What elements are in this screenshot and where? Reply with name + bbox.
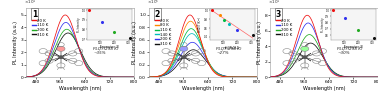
X-axis label: Wavelength (nm): Wavelength (nm) <box>59 86 102 91</box>
Legend: 20 K, 110 K, 200 K, 310 K: 20 K, 110 K, 200 K, 310 K <box>276 18 293 38</box>
Text: 1: 1 <box>32 10 37 19</box>
Text: PLQY(298 K)
~30%: PLQY(298 K) ~30% <box>337 46 363 55</box>
Y-axis label: PL Intensity (a.u.): PL Intensity (a.u.) <box>257 21 262 64</box>
X-axis label: Wavelength (nm): Wavelength (nm) <box>182 86 225 91</box>
Legend: 20 K, 110 K, 200 K, 310 K: 20 K, 110 K, 200 K, 310 K <box>32 18 50 38</box>
X-axis label: Wavelength (nm): Wavelength (nm) <box>303 86 345 91</box>
Text: 2: 2 <box>155 10 160 19</box>
Legend: 20 K, 80 K, 110 K, 140 K, 200 K, 310 K: 20 K, 80 K, 110 K, 140 K, 200 K, 310 K <box>155 18 172 47</box>
Text: $\times10^{5}$: $\times10^{5}$ <box>147 0 160 7</box>
Text: PLQY(298 K)
~35%: PLQY(298 K) ~35% <box>93 46 119 55</box>
Text: PLQY(298 K)
~27%: PLQY(298 K) ~27% <box>216 46 242 55</box>
Text: $\times10^{4}$: $\times10^{4}$ <box>268 0 280 7</box>
Y-axis label: PL Intensity (a.u.): PL Intensity (a.u.) <box>132 21 137 64</box>
Text: $\times10^{4}$: $\times10^{4}$ <box>24 0 37 7</box>
Text: 3: 3 <box>276 10 281 19</box>
Y-axis label: PL Intensity (a.u.): PL Intensity (a.u.) <box>13 21 18 64</box>
